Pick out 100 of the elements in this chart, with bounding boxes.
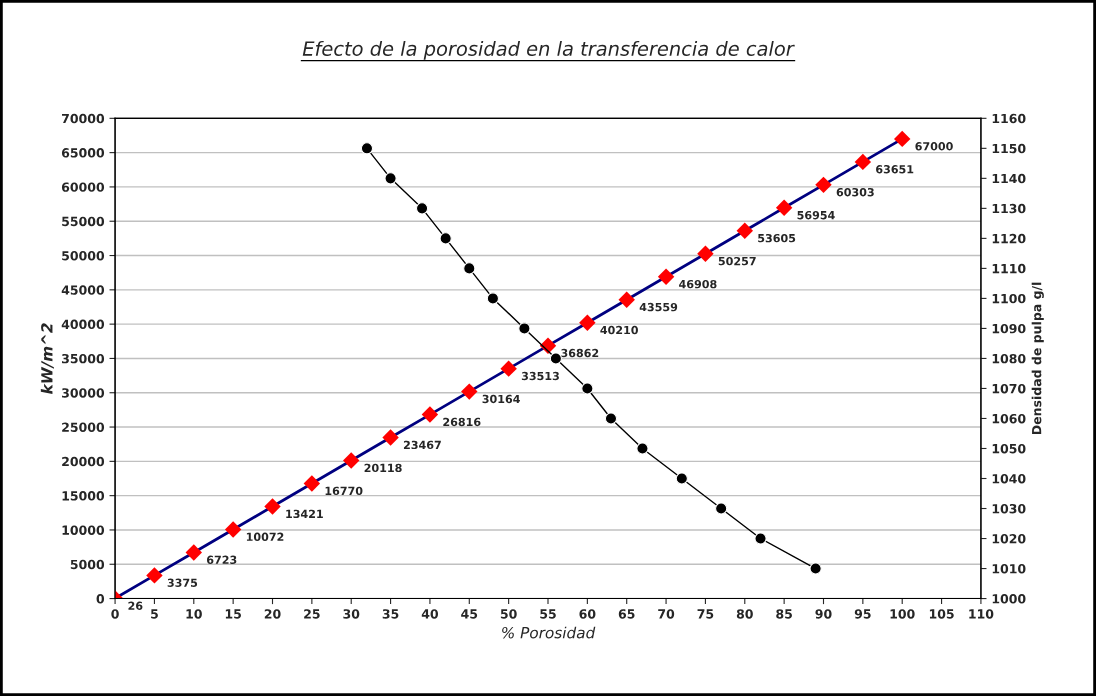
y-tick-label: 50000 [62, 251, 105, 261]
data-label: 6723 [206, 555, 237, 564]
data-label: 43559 [639, 302, 678, 312]
point [518, 322, 531, 335]
y2-tick-label: 1140 [992, 173, 1026, 184]
point [264, 498, 281, 515]
x-tick-label: 10 [186, 609, 202, 619]
y2-axis-title: Densidad de pulpa g/l [1031, 282, 1044, 435]
x-tick-label: 85 [776, 609, 792, 619]
y-tick-label: 65000 [61, 148, 105, 158]
point [463, 262, 476, 275]
point [657, 268, 675, 285]
x-tick-label: 40 [421, 609, 439, 619]
y2-tick-label: 1040 [992, 473, 1026, 484]
data-label: 40210 [600, 325, 638, 335]
point [675, 472, 688, 485]
data-label: 13421 [286, 509, 323, 519]
y-tick-label: 0 [96, 594, 105, 604]
y-tick-label: 10000 [62, 525, 105, 535]
data-label: 50257 [718, 256, 756, 266]
data-label: 63651 [876, 165, 914, 174]
data-label: 26816 [443, 417, 481, 427]
point [815, 176, 832, 194]
y2-tick-label: 1010 [992, 564, 1026, 574]
y2-tick-label: 1090 [992, 323, 1026, 334]
y2-tick-label: 1120 [992, 233, 1026, 244]
point [486, 292, 499, 305]
y2-tick-label: 1160 [992, 113, 1026, 124]
data-label: 60303 [836, 188, 874, 197]
y-tick-label: 45000 [61, 285, 105, 295]
data-label: 26 [128, 601, 143, 610]
x-tick-label: 45 [461, 609, 478, 619]
point [224, 521, 242, 538]
point [415, 202, 429, 215]
data-label: 46908 [679, 279, 717, 289]
y2-tick-label: 1000 [992, 594, 1026, 604]
x-tick-label: 80 [736, 609, 753, 619]
data-label: 20118 [364, 463, 402, 473]
x-tick-label: 70 [658, 609, 675, 619]
y-tick-label: 55000 [62, 216, 105, 227]
point [421, 406, 439, 423]
chart-title: Efecto de la porosidad en la transferencia de calor [302, 40, 795, 60]
x-axis-title: % Porosidad [502, 626, 596, 639]
point [549, 352, 562, 365]
y2-tick-label: 1070 [992, 383, 1026, 394]
y2-tick-label: 1110 [992, 263, 1026, 274]
y-axis-title: kW/m^2 [40, 323, 54, 394]
x-tick-label: 50 [500, 609, 517, 619]
y-tick-label: 25000 [62, 422, 105, 432]
y-tick-label: 70000 [62, 113, 105, 124]
point [439, 232, 452, 245]
x-tick-label: 30 [343, 609, 360, 619]
y-tick-label: 35000 [62, 353, 105, 364]
y-tick-label: 40000 [61, 319, 105, 330]
point [581, 382, 594, 395]
point [604, 412, 618, 425]
y-tick-label: 5000 [70, 559, 105, 570]
x-tick-label: 110 [969, 609, 994, 619]
y2-tick-label: 1030 [992, 503, 1026, 514]
y2-tick-label: 1100 [992, 293, 1026, 304]
y2-tick-label: 1060 [992, 413, 1026, 424]
x-tick-label: 5 [151, 609, 158, 619]
point [579, 314, 596, 331]
x-tick-label: 100 [890, 609, 915, 619]
point [500, 360, 517, 377]
data-label: 53605 [758, 233, 796, 243]
y2-tick-label: 1080 [992, 353, 1026, 364]
point [854, 153, 872, 171]
point [715, 502, 728, 515]
data-label: 23467 [403, 440, 441, 450]
y-tick-label: 60000 [61, 182, 105, 192]
y2-tick-label: 1150 [992, 143, 1026, 154]
point [185, 544, 203, 561]
point [146, 567, 163, 584]
x-tick-label: 25 [304, 609, 320, 619]
data-label: 16770 [325, 486, 363, 496]
point [636, 442, 649, 455]
point [775, 199, 793, 217]
data-label: 36862 [561, 348, 599, 358]
data-label: 3375 [167, 578, 198, 587]
data-label: 30164 [482, 394, 520, 404]
point [384, 172, 397, 185]
point [697, 245, 714, 262]
x-tick-label: 0 [111, 609, 119, 619]
point [754, 532, 767, 545]
y2-tick-label: 1130 [992, 203, 1026, 214]
y-tick-label: 20000 [62, 456, 105, 467]
data-label: 33513 [521, 371, 559, 381]
point [303, 475, 321, 492]
data-label: 10072 [246, 532, 284, 542]
x-tick-label: 60 [579, 609, 596, 619]
point [736, 222, 753, 240]
data-label: 56954 [797, 210, 835, 220]
x-tick-label: 75 [697, 609, 714, 619]
x-tick-label: 105 [929, 609, 954, 619]
point [382, 429, 399, 446]
point [893, 130, 911, 148]
point [618, 291, 635, 308]
data-label: 67000 [915, 142, 953, 151]
point [343, 452, 360, 469]
